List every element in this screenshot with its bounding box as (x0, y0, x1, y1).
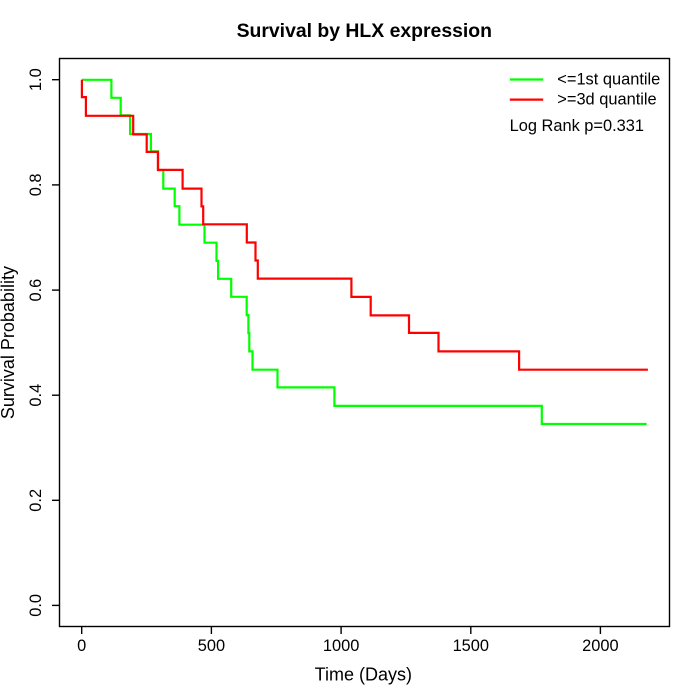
svg-text:1000: 1000 (323, 637, 359, 655)
svg-text:0.6: 0.6 (27, 279, 45, 302)
svg-text:0.0: 0.0 (27, 594, 45, 617)
svg-text:0.8: 0.8 (27, 174, 45, 197)
svg-text:2000: 2000 (582, 637, 618, 655)
svg-text:Log Rank p=0.331: Log Rank p=0.331 (510, 117, 644, 135)
svg-text:Time (Days): Time (Days) (315, 665, 412, 685)
svg-text:1500: 1500 (453, 637, 489, 655)
svg-text:Survival Probability: Survival Probability (0, 266, 18, 419)
svg-text:<=1st quantile: <=1st quantile (557, 70, 660, 88)
svg-text:>=3d quantile: >=3d quantile (557, 90, 656, 108)
svg-text:0: 0 (77, 637, 86, 655)
svg-text:0.2: 0.2 (27, 489, 45, 512)
svg-text:Survival by HLX expression: Survival by HLX expression (237, 20, 492, 42)
svg-text:1.0: 1.0 (27, 68, 45, 91)
svg-text:0.4: 0.4 (27, 384, 45, 407)
svg-text:500: 500 (198, 637, 225, 655)
